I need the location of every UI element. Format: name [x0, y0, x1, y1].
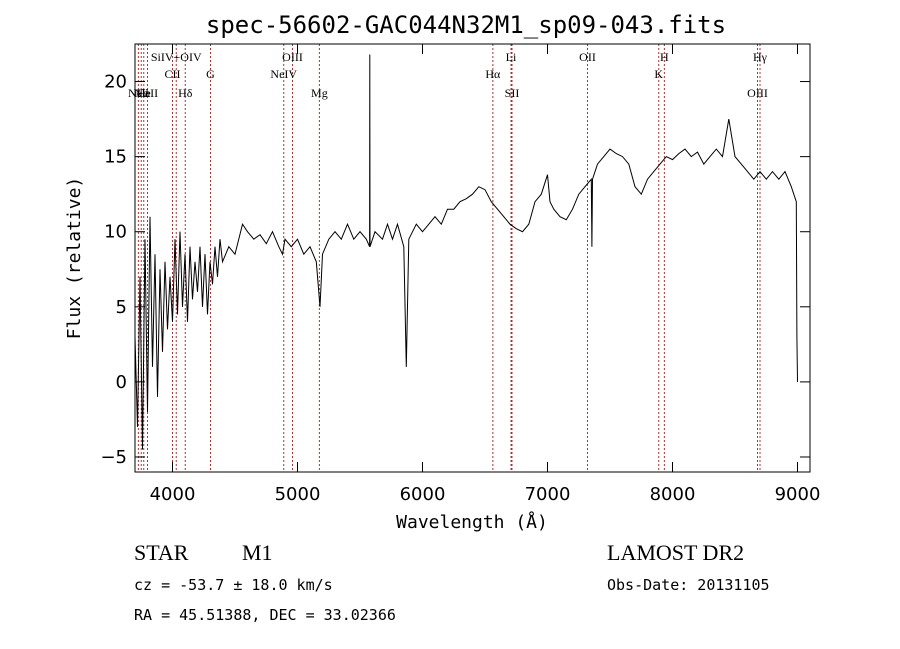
x-tick-label: 6000: [400, 484, 446, 505]
spectral-line-label: K: [654, 67, 663, 81]
y-axis-ticks: −5 0 5 10 15 20: [100, 72, 810, 468]
spectral-line-label: H: [660, 50, 669, 64]
spectral-line-label: SII: [505, 86, 520, 100]
spectral-line-label: Mg: [311, 86, 328, 100]
object-subclass: M1: [242, 540, 273, 565]
y-tick-label: 0: [116, 372, 127, 393]
survey-name: LAMOST DR2: [607, 540, 744, 565]
spectral-line-label: G: [206, 67, 215, 81]
y-tick-label: 20: [104, 72, 127, 93]
spectral-line-label: Hα: [485, 67, 501, 81]
spectral-line-label: He: [137, 86, 151, 100]
x-tick-label: 4000: [150, 484, 196, 505]
x-tick-label: 9000: [775, 484, 821, 505]
spectral-line-label: OIII: [747, 86, 768, 100]
observation-date: Obs-Date: 20131105: [607, 576, 770, 594]
x-tick-label: 5000: [275, 484, 321, 505]
chart-title: spec-56602-GAC044N32M1_sp09-043.fits: [206, 11, 726, 39]
spectral-line-label: Hγ: [753, 50, 768, 64]
y-tick-label: 10: [104, 222, 127, 243]
spectral-line-label: Ne: [134, 86, 148, 100]
y-axis-label: Flux (relative): [64, 177, 85, 340]
spectrum-series-line: [134, 54, 798, 450]
x-axis-ticks: 4000 5000 6000 7000 8000 9000: [150, 44, 821, 505]
spectral-line-label: OIII: [282, 50, 303, 64]
redshift-readout: cz = -53.7 ± 18.0 km/s: [134, 576, 333, 594]
x-axis-label: Wavelength (Å): [396, 511, 548, 533]
spectral-line-label: OII: [579, 50, 596, 64]
plot-frame: [134, 43, 811, 473]
object-class: STAR: [134, 540, 189, 565]
spectral-line-label: SiIV+OIV: [151, 50, 202, 64]
spectral-line-label: Li: [506, 50, 517, 64]
y-tick-label: −5: [100, 447, 127, 468]
spectral-line-markers: [137, 44, 761, 472]
ra-dec-readout: RA = 45.51388, DEC = 33.02366: [134, 606, 396, 624]
x-tick-label: 7000: [525, 484, 571, 505]
spectral-line-label: CaII: [137, 86, 158, 100]
x-tick-label: 8000: [650, 484, 696, 505]
spectral-line-label: NeIV: [270, 67, 297, 81]
y-tick-label: 5: [116, 297, 127, 318]
spectral-line-label: Nell: [128, 86, 149, 100]
y-tick-label: 15: [104, 147, 127, 168]
spectral-line-label: CII: [165, 67, 181, 81]
spectral-line-label: Hδ: [178, 86, 193, 100]
